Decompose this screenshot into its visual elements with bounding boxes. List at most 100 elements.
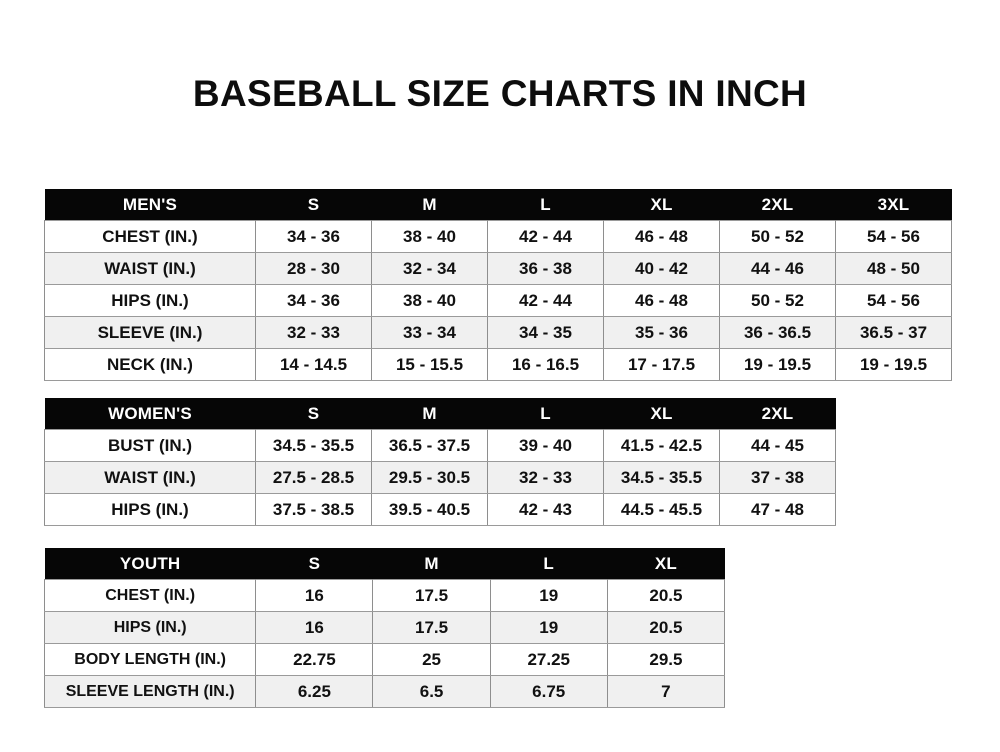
table-title-header: YOUTH <box>44 548 256 580</box>
measurement-value: 17 - 17.5 <box>603 348 720 381</box>
size-header-s: S <box>255 548 373 580</box>
table-row: HIPS (IN.) 16 17.5 19 20.5 <box>43 611 726 644</box>
table-row: NECK (IN.) 14 - 14.5 15 - 15.5 16 - 16.5 17 … <box>44 348 952 381</box>
table-row: HIPS (IN.) 37.5 - 38.5 39.5 - 40.5 42 - 43 4… <box>44 493 836 526</box>
measurement-value: 46 - 48 <box>603 284 720 317</box>
measurement-value: 6.25 <box>255 675 374 708</box>
table-row: HIPS (IN.) 34 - 36 38 - 40 42 - 44 46 - 48 50… <box>44 284 952 317</box>
measurement-value: 19 <box>490 579 608 612</box>
table-header-row: YOUTH S M L XL <box>44 548 725 580</box>
measurement-value: 37 - 38 <box>719 461 836 494</box>
size-header-m: M <box>371 189 488 221</box>
table-row: CHEST (IN.) 34 - 36 38 - 40 42 - 44 46 - 48 5… <box>44 220 952 253</box>
size-header-m: M <box>371 398 488 430</box>
measurement-value: 16 - 16.5 <box>487 348 604 381</box>
table-title-header: MEN'S <box>44 189 256 221</box>
measurement-value: 17.5 <box>372 579 491 612</box>
measurement-value: 32 - 34 <box>371 252 488 285</box>
measurement-value: 46 - 48 <box>603 220 720 253</box>
measurement-label: WAIST (IN.) <box>44 461 256 494</box>
size-header-s: S <box>255 398 372 430</box>
table-row: WAIST (IN.) 28 - 30 32 - 34 36 - 38 40 - 42 4… <box>44 252 952 285</box>
measurement-value: 50 - 52 <box>719 220 836 253</box>
table-header-row: WOMEN'S S M L XL 2XL <box>44 398 836 430</box>
measurement-value: 34 - 36 <box>255 284 372 317</box>
measurement-value: 36.5 - 37.5 <box>371 429 488 462</box>
measurement-value: 19 - 19.5 <box>835 348 952 381</box>
measurement-value: 15 - 15.5 <box>371 348 488 381</box>
measurement-label: HIPS (IN.) <box>44 284 256 317</box>
table-row: CHEST (IN.) 16 17.5 19 20.5 <box>43 579 726 612</box>
page-title: BASEBALL SIZE CHARTS IN INCH <box>192 73 808 114</box>
table-title-header: WOMEN'S <box>44 398 256 430</box>
size-header-2xl: 2XL <box>719 398 836 430</box>
measurement-value: 37.5 - 38.5 <box>255 493 372 526</box>
measurement-value: 54 - 56 <box>835 220 952 253</box>
measurement-value: 27.5 - 28.5 <box>255 461 372 494</box>
measurement-value: 19 <box>490 611 608 644</box>
measurement-value: 34 - 35 <box>487 316 604 349</box>
measurement-value: 34.5 - 35.5 <box>255 429 372 462</box>
measurement-value: 33 - 34 <box>371 316 488 349</box>
table-row: BUST (IN.) 34.5 - 35.5 36.5 - 37.5 39 - 40 4… <box>44 429 836 462</box>
measurement-value: 7 <box>607 675 726 708</box>
measurement-label: NECK (IN.) <box>44 348 256 381</box>
measurement-value: 20.5 <box>607 579 726 612</box>
measurement-value: 32 - 33 <box>487 461 604 494</box>
measurement-value: 35 - 36 <box>603 316 720 349</box>
measurement-value: 22.75 <box>255 643 374 676</box>
measurement-label: CHEST (IN.) <box>44 220 256 253</box>
measurement-value: 47 - 48 <box>719 493 836 526</box>
measurement-value: 36.5 - 37 <box>835 316 952 349</box>
measurement-value: 29.5 <box>607 643 726 676</box>
measurement-value: 34.5 - 35.5 <box>603 461 720 494</box>
measurement-value: 42 - 44 <box>487 284 604 317</box>
size-header-xl: XL <box>603 189 720 221</box>
youth-size-table: YOUTH S M L XL CHEST (IN.) 16 17.5 19 20.5 HIPS (I… <box>43 548 726 708</box>
measurement-value: 38 - 40 <box>371 284 488 317</box>
measurement-value: 34 - 36 <box>255 220 372 253</box>
measurement-label: CHEST (IN.) <box>43 579 257 612</box>
table-row: SLEEVE (IN.) 32 - 33 33 - 34 34 - 35 35 - 36… <box>44 316 952 349</box>
table-row: SLEEVE LENGTH (IN.) 6.25 6.5 6.75 7 <box>43 675 726 708</box>
measurement-value: 36 - 36.5 <box>719 316 836 349</box>
measurement-label: BODY LENGTH (IN.) <box>43 643 257 676</box>
measurement-value: 32 - 33 <box>255 316 372 349</box>
size-header-l: L <box>490 548 608 580</box>
measurement-label: HIPS (IN.) <box>43 611 257 644</box>
measurement-value: 44.5 - 45.5 <box>603 493 720 526</box>
measurement-value: 42 - 43 <box>487 493 604 526</box>
measurement-value: 27.25 <box>490 643 608 676</box>
measurement-value: 44 - 46 <box>719 252 836 285</box>
measurement-value: 54 - 56 <box>835 284 952 317</box>
measurement-value: 36 - 38 <box>487 252 604 285</box>
measurement-value: 48 - 50 <box>835 252 952 285</box>
measurement-value: 44 - 45 <box>719 429 836 462</box>
table-header-row: MEN'S S M L XL 2XL 3XL <box>44 189 952 221</box>
measurement-value: 6.5 <box>372 675 491 708</box>
mens-size-table: MEN'S S M L XL 2XL 3XL CHEST (IN.) 34 - 36 38 - 4… <box>44 189 952 381</box>
measurement-value: 14 - 14.5 <box>255 348 372 381</box>
table-row: WAIST (IN.) 27.5 - 28.5 29.5 - 30.5 32 - 33… <box>44 461 836 494</box>
measurement-value: 42 - 44 <box>487 220 604 253</box>
size-header-l: L <box>487 398 604 430</box>
measurement-value: 20.5 <box>607 611 726 644</box>
measurement-value: 50 - 52 <box>719 284 836 317</box>
measurement-value: 17.5 <box>372 611 491 644</box>
size-header-l: L <box>487 189 604 221</box>
measurement-label: SLEEVE LENGTH (IN.) <box>43 675 257 708</box>
measurement-value: 6.75 <box>490 675 608 708</box>
size-header-m: M <box>372 548 491 580</box>
womens-size-table: WOMEN'S S M L XL 2XL BUST (IN.) 34.5 - 35.5 36.5… <box>44 398 836 526</box>
size-header-3xl: 3XL <box>835 189 952 221</box>
measurement-value: 25 <box>372 643 491 676</box>
measurement-value: 40 - 42 <box>603 252 720 285</box>
size-header-xl: XL <box>607 548 725 580</box>
measurement-value: 39 - 40 <box>487 429 604 462</box>
measurement-value: 19 - 19.5 <box>719 348 836 381</box>
size-header-2xl: 2XL <box>719 189 836 221</box>
measurement-value: 28 - 30 <box>255 252 372 285</box>
measurement-label: SLEEVE (IN.) <box>44 316 256 349</box>
measurement-value: 16 <box>255 611 374 644</box>
measurement-value: 38 - 40 <box>371 220 488 253</box>
